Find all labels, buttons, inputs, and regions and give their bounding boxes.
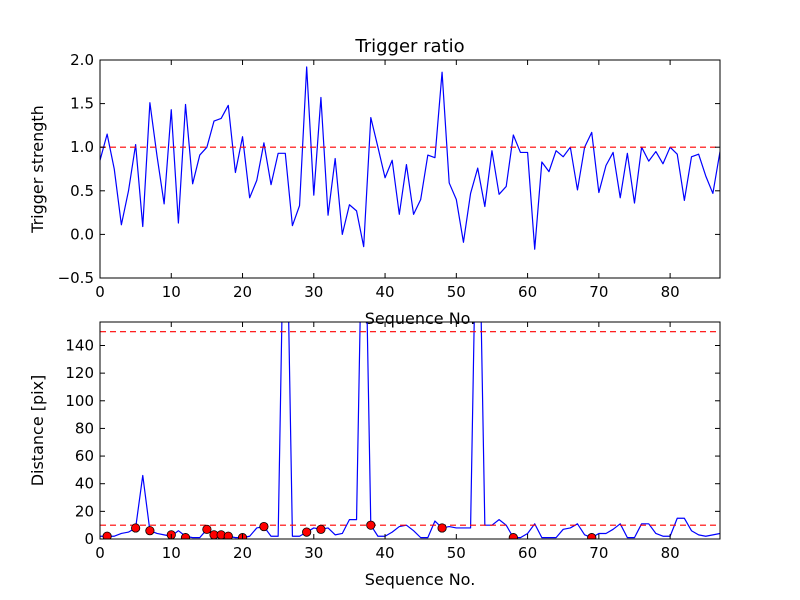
x-tick-label: 30 (304, 544, 323, 562)
x-tick-label: 60 (518, 283, 537, 301)
y-tick-label: 120 (65, 364, 94, 382)
axes-frame (99, 59, 721, 279)
plot-area (100, 66, 720, 250)
axes-frame (99, 321, 721, 540)
y-tick-label: 40 (75, 475, 94, 493)
data-point-marker (259, 521, 269, 532)
data-point-marker (145, 526, 155, 536)
x-axis-label: Sequence No. (365, 570, 476, 589)
data-point-marker (366, 520, 376, 530)
x-tick-label: 0 (95, 544, 105, 562)
data-point-marker (437, 523, 447, 533)
x-tick-label: 70 (589, 544, 608, 562)
x-tick-label: 10 (162, 283, 181, 301)
x-tick-label: 0 (95, 283, 105, 301)
x-tick-label: 40 (376, 544, 395, 562)
x-tick-label: 50 (447, 544, 466, 562)
series-line (100, 322, 720, 539)
x-tick-label: 30 (304, 283, 323, 301)
data-point-marker (508, 533, 518, 539)
y-tick-label: 1.0 (70, 138, 94, 156)
x-tick-label: 80 (661, 283, 680, 301)
y-tick-label: 0.5 (70, 182, 94, 200)
y-tick-label: 140 (65, 336, 94, 354)
y-tick-label: 80 (75, 419, 94, 437)
x-tick-label: 60 (518, 544, 537, 562)
chart-title: Trigger ratio (354, 36, 464, 57)
data-point-marker (316, 524, 326, 534)
distance-panel: 0 10 20 30 40 50 60 70 80 0 20 40 60 80 100 120 140 Seque… (28, 321, 721, 589)
data-point-marker (302, 527, 312, 537)
x-tick-label: 70 (589, 283, 608, 301)
series-line (100, 66, 720, 250)
data-point-marker (180, 533, 191, 539)
x-axis-label: Sequence No. (365, 309, 476, 328)
y-tick-label: 2.0 (70, 51, 94, 69)
y-tick-label: 100 (65, 392, 94, 410)
y-tick-label: 60 (75, 447, 94, 465)
x-tick-label: 40 (376, 283, 395, 301)
data-point-marker (202, 524, 212, 534)
y-axis-label: Trigger strength (28, 105, 47, 234)
data-point-marker (102, 531, 112, 539)
y-tick-label: 0.0 (70, 225, 94, 243)
y-tick-label: −0.5 (58, 269, 94, 287)
data-point-marker (131, 523, 141, 533)
x-tick-label: 10 (162, 544, 181, 562)
x-tick-label: 80 (661, 544, 680, 562)
data-point-marker (223, 531, 233, 539)
x-tick-label: 20 (233, 544, 252, 562)
y-tick-label: 20 (75, 502, 94, 520)
plot-area (100, 322, 720, 539)
y-axis-label: Distance [pix] (28, 375, 47, 487)
y-tick-label: 0 (84, 530, 94, 548)
data-point-marker (587, 533, 597, 539)
y-tick-label: 1.5 (70, 95, 94, 113)
trigger-ratio-panel: Trigger ratio 0 10 20 30 40 50 60 70 80 −0.5 0.0 0.… (28, 36, 721, 328)
x-tick-label: 20 (233, 283, 252, 301)
x-tick-label: 50 (447, 283, 466, 301)
